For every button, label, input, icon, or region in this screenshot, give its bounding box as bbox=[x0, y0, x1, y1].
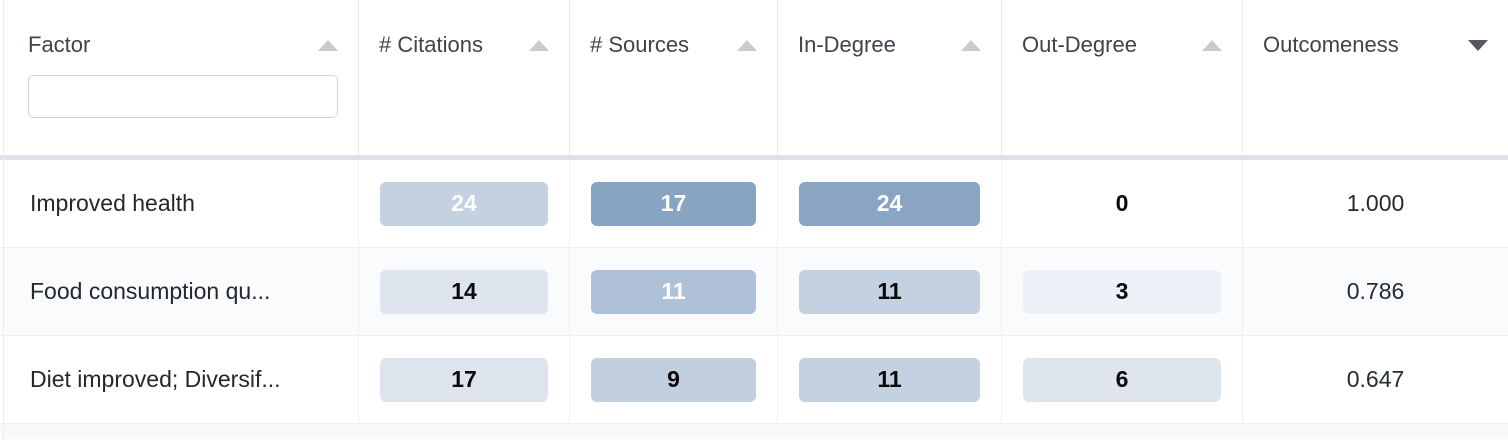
outcomeness-cell: 1.000 bbox=[1243, 160, 1508, 248]
heat-badge: 11 bbox=[799, 269, 980, 314]
table-row[interactable]: Diet improved; Diversif... 17 9 11 6 0.6… bbox=[0, 336, 1508, 424]
column-header-citations[interactable]: # Citations bbox=[359, 0, 570, 156]
heat-badge: 24 bbox=[799, 181, 980, 226]
column-label-sources: # Sources bbox=[590, 32, 690, 57]
grid-header-row: Factor # Citations # Sources In-Degree bbox=[0, 0, 1508, 156]
grid-left-border bbox=[3, 0, 4, 440]
heat-badge: 11 bbox=[591, 269, 756, 314]
sort-asc-icon bbox=[737, 39, 757, 51]
in-degree-cell: 11 bbox=[778, 336, 1002, 424]
table-row[interactable]: Food consumption qu... 14 11 11 3 0.786 bbox=[0, 248, 1508, 336]
sort-asc-icon bbox=[1202, 39, 1222, 51]
heat-badge: 17 bbox=[380, 357, 548, 402]
column-header-outcomeness[interactable]: Outcomeness bbox=[1243, 0, 1508, 156]
heat-badge: 11 bbox=[799, 357, 980, 402]
partial-next-row bbox=[0, 424, 1508, 439]
heat-badge: 6 bbox=[1023, 357, 1221, 402]
sources-cell: 9 bbox=[570, 336, 778, 424]
in-degree-cell: 11 bbox=[778, 248, 1002, 336]
heat-badge: 3 bbox=[1023, 269, 1221, 314]
sources-cell: 17 bbox=[570, 160, 778, 248]
factor-filter-input[interactable] bbox=[28, 75, 338, 118]
outcomeness-cell: 0.786 bbox=[1243, 248, 1508, 336]
heat-badge: 24 bbox=[380, 181, 548, 226]
in-degree-cell: 24 bbox=[778, 160, 1002, 248]
heat-badge: 17 bbox=[591, 181, 756, 226]
outcomeness-cell: 0.647 bbox=[1243, 336, 1508, 424]
column-header-factor[interactable]: Factor bbox=[0, 0, 359, 156]
column-label-out-degree: Out-Degree bbox=[1022, 32, 1137, 57]
column-header-in-degree[interactable]: In-Degree bbox=[778, 0, 1002, 156]
column-label-outcomeness: Outcomeness bbox=[1263, 32, 1399, 57]
citations-cell: 14 bbox=[359, 248, 570, 336]
column-label-citations: # Citations bbox=[379, 32, 483, 57]
column-header-out-degree[interactable]: Out-Degree bbox=[1002, 0, 1243, 156]
sort-asc-icon bbox=[529, 39, 549, 51]
column-label-in-degree: In-Degree bbox=[798, 32, 896, 57]
heat-badge: 14 bbox=[380, 269, 548, 314]
heat-badge: 9 bbox=[591, 357, 756, 402]
citations-cell: 24 bbox=[359, 160, 570, 248]
header-divider-bar bbox=[0, 156, 1508, 160]
column-label-factor: Factor bbox=[28, 32, 91, 57]
out-degree-cell: 6 bbox=[1002, 336, 1243, 424]
factor-cell: Food consumption qu... bbox=[0, 248, 359, 336]
citations-cell: 17 bbox=[359, 336, 570, 424]
out-degree-cell: 0 bbox=[1002, 160, 1243, 248]
factor-cell: Diet improved; Diversif... bbox=[0, 336, 359, 424]
out-degree-cell: 3 bbox=[1002, 248, 1243, 336]
sort-desc-icon bbox=[1468, 39, 1488, 51]
sources-cell: 11 bbox=[570, 248, 778, 336]
sort-asc-icon bbox=[961, 39, 981, 51]
factor-cell: Improved health bbox=[0, 160, 359, 248]
heat-badge: 0 bbox=[1115, 190, 1129, 216]
sort-asc-icon bbox=[318, 39, 338, 51]
table-row[interactable]: Improved health 24 17 24 0 1.000 bbox=[0, 160, 1508, 248]
column-header-sources[interactable]: # Sources bbox=[570, 0, 778, 156]
